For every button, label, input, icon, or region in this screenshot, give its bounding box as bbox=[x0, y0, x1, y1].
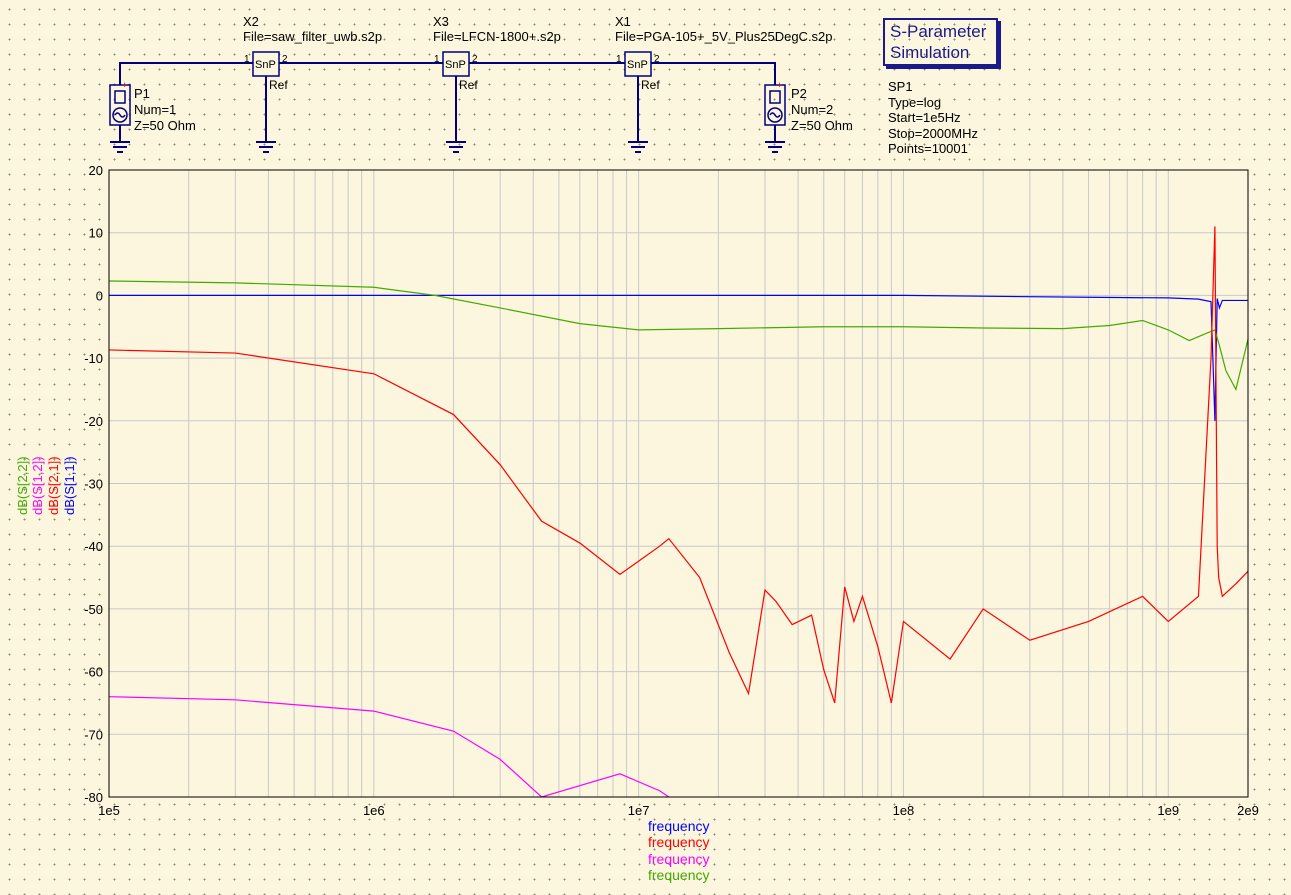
y-tick-label: -60 bbox=[84, 665, 103, 680]
sim-points[interactable]: Points=10001 bbox=[888, 141, 968, 156]
port-p2-name[interactable]: P2 bbox=[791, 86, 807, 101]
x-tick-label: 1e5 bbox=[98, 803, 120, 818]
sim-name[interactable]: SP1 bbox=[888, 79, 913, 94]
sim-stop[interactable]: Stop=2000MHz bbox=[888, 126, 978, 141]
legend-item-s21: frequency bbox=[648, 834, 710, 850]
legend-item-s11: frequency bbox=[648, 818, 710, 834]
schematic-wires: + + bbox=[109, 51, 786, 153]
snp-x1-symbol: SnP bbox=[627, 59, 648, 71]
sp-simulation-block[interactable]: S-Parameter Simulation bbox=[883, 18, 998, 66]
legend-item-s22: frequency bbox=[648, 867, 710, 883]
port-p2-impedance[interactable]: Z=50 Ohm bbox=[791, 118, 853, 133]
x-tick-label: 1e6 bbox=[363, 803, 385, 818]
snp-x3-symbol: SnP bbox=[445, 59, 466, 71]
y-tick-label: -80 bbox=[84, 790, 103, 805]
legend-item-s12: frequency bbox=[648, 851, 710, 867]
y-tick-label: -70 bbox=[84, 727, 103, 742]
component-x3-file[interactable]: File=LFCN-1800+.s2p bbox=[433, 29, 561, 44]
sim-type[interactable]: Type=log bbox=[888, 95, 942, 110]
x2-pin1: 1 bbox=[244, 54, 250, 65]
y-label-s11: dB(S[1,1]) bbox=[62, 456, 77, 515]
plot-grid bbox=[109, 170, 1248, 797]
y-label-s12: dB(S[1,2]) bbox=[30, 456, 45, 515]
component-x2-ref[interactable]: X2 bbox=[243, 14, 259, 29]
x-tick-label: 2e9 bbox=[1237, 803, 1259, 818]
plot-series-group bbox=[108, 226, 1249, 798]
svg-text:+: + bbox=[777, 80, 782, 90]
x-tick-label: 1e7 bbox=[628, 803, 650, 818]
x-tick-label: 1e8 bbox=[893, 803, 915, 818]
y-tick-label: -20 bbox=[84, 414, 103, 429]
plot-frame bbox=[108, 169, 1249, 798]
y-tick-label: -40 bbox=[84, 539, 103, 554]
snp-x2-symbol: SnP bbox=[255, 59, 276, 71]
x3-pin1: 1 bbox=[434, 54, 440, 65]
y-label-s21: dB(S[2,1]) bbox=[46, 456, 61, 515]
x1-pin1: 1 bbox=[616, 54, 622, 65]
x-tick-label: 1e9 bbox=[1157, 803, 1179, 818]
y-tick-label: 0 bbox=[96, 288, 103, 303]
series-line-dbs22 bbox=[108, 280, 1249, 392]
x1-pin2: 2 bbox=[654, 54, 660, 65]
y-tick-label: 10 bbox=[89, 226, 103, 241]
sim-title-line2: Simulation bbox=[890, 43, 970, 62]
x3-pin2: 2 bbox=[472, 54, 478, 65]
x2-ref-label: Ref bbox=[269, 78, 288, 92]
y-tick-label: 20 bbox=[89, 163, 103, 178]
component-x3-ref[interactable]: X3 bbox=[433, 14, 449, 29]
series-line-dbs21 bbox=[108, 226, 1249, 704]
y-tick-label: -30 bbox=[84, 477, 103, 492]
sim-title-line1: S-Parameter bbox=[890, 22, 987, 41]
y-tick-label: -50 bbox=[84, 602, 103, 617]
series-line-dbs12 bbox=[108, 696, 670, 798]
port-p1-num[interactable]: Num=1 bbox=[134, 102, 177, 117]
port-p1-name[interactable]: P1 bbox=[134, 86, 150, 101]
component-x2-file[interactable]: File=saw_filter_uwb.s2p bbox=[243, 29, 383, 44]
x3-ref-label: Ref bbox=[459, 78, 478, 92]
component-x1-ref[interactable]: X1 bbox=[615, 14, 631, 29]
svg-text:+: + bbox=[122, 80, 127, 90]
port-p2-num[interactable]: Num=2 bbox=[791, 102, 834, 117]
series-line-dbs11 bbox=[109, 294, 1248, 421]
y-tick-label: -10 bbox=[84, 351, 103, 366]
y-label-s22: dB(S[2,2]) bbox=[15, 456, 30, 515]
x1-ref-label: Ref bbox=[641, 78, 660, 92]
port-p1-impedance[interactable]: Z=50 Ohm bbox=[134, 118, 196, 133]
component-x1-file[interactable]: File=PGA-105+_5V_Plus25DegC.s2p bbox=[615, 29, 833, 44]
sim-start[interactable]: Start=1e5Hz bbox=[888, 110, 961, 125]
x2-pin2: 2 bbox=[282, 54, 288, 65]
